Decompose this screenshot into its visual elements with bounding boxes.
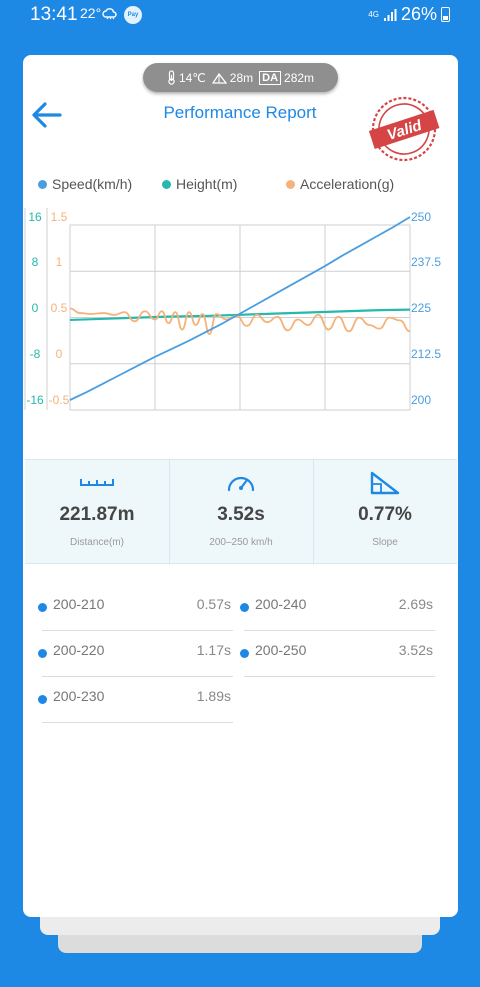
- split-dot: [38, 649, 47, 658]
- performance-chart: 16 8 0 -8 -16 1.5 1 0.5 0 -0.5 250 237.5 225 212.5 200: [24, 208, 441, 411]
- legend-acceleration-dot: [286, 179, 295, 189]
- legend-height[interactable]: Height(m): [162, 176, 237, 192]
- pay-app-icon: Pay: [124, 6, 142, 24]
- chart-legend: Speed(km/h) Height(m) Acceleration(g): [38, 176, 438, 196]
- height-tick-label: 8: [32, 255, 39, 269]
- accel-tick-label: 0.5: [51, 301, 68, 315]
- slope-icon: [370, 471, 400, 495]
- stat-slope: 0.77% Slope: [313, 460, 457, 565]
- weather-icon: [102, 8, 117, 20]
- legend-acceleration[interactable]: Acceleration(g): [286, 176, 394, 192]
- stat-distance: 221.87m Distance(m): [25, 460, 169, 565]
- network-type-icon: 4G: [368, 9, 379, 19]
- stat-time-label: 200–250 km/h: [209, 537, 273, 548]
- split-range: 200-210: [53, 596, 105, 612]
- legend-height-label: Height(m): [176, 176, 238, 192]
- stat-divider: [313, 460, 314, 565]
- valid-stamp: Valid: [368, 96, 440, 162]
- accel-tick-label: -0.5: [49, 393, 70, 407]
- stat-distance-label: Distance(m): [70, 537, 124, 548]
- stat-divider: [169, 460, 170, 565]
- speed-tick-label: 250: [411, 210, 431, 224]
- status-right: 4G 26%: [368, 4, 450, 25]
- speed-tick-label: 212.5: [411, 347, 441, 361]
- acceleration-series-line: [69, 307, 411, 336]
- accel-tick-label: 0: [56, 347, 63, 361]
- page-title: Performance Report: [163, 103, 317, 122]
- split-time: 1.17s: [196, 642, 231, 658]
- split-divider: [244, 676, 435, 677]
- split-divider: [42, 630, 233, 631]
- stats-panel: 221.87m Distance(m) 3.52s 200–250 km/h 0…: [25, 459, 457, 565]
- thermometer-icon: [168, 70, 175, 85]
- split-range: 200-230: [53, 688, 105, 704]
- legend-height-dot: [162, 179, 171, 189]
- signal-icon: [383, 8, 397, 21]
- height-tick-label: -16: [26, 393, 44, 407]
- stat-time-value: 3.52s: [217, 504, 265, 525]
- speed-series-line: [69, 216, 411, 401]
- split-range: 200-250: [255, 642, 307, 658]
- split-time: 2.69s: [398, 596, 433, 612]
- stat-slope-label: Slope: [372, 537, 398, 548]
- height-series-line: [69, 308, 411, 322]
- speedometer-icon: [227, 476, 255, 492]
- speed-tick-label: 225: [411, 301, 431, 315]
- temperature-value: 14℃: [178, 70, 206, 85]
- split-time: 0.57s: [196, 596, 231, 612]
- split-time: 1.89s: [196, 688, 231, 704]
- split-divider: [42, 722, 233, 723]
- split-dot: [240, 603, 249, 612]
- split-item: 200-210 0.57s: [38, 585, 233, 631]
- split-item: 200-240 2.69s: [240, 585, 435, 631]
- height-tick-label: 16: [28, 210, 42, 224]
- speed-tick-label: 200: [411, 393, 431, 407]
- accel-tick-label: 1.5: [51, 210, 68, 224]
- split-time: 3.52s: [398, 642, 433, 658]
- split-dot: [240, 649, 249, 658]
- ruler-icon: [80, 479, 114, 486]
- split-range: 200-220: [53, 642, 105, 658]
- elevation-readout: 28m: [211, 70, 254, 85]
- da-badge: DA: [259, 70, 282, 85]
- split-divider: [42, 676, 233, 677]
- status-time: 13:41: [30, 4, 78, 25]
- stat-slope-value: 0.77%: [358, 504, 412, 525]
- height-tick-label: 0: [32, 301, 39, 315]
- split-range: 200-240: [255, 596, 307, 612]
- split-dot: [38, 603, 47, 612]
- legend-speed-label: Speed(km/h): [52, 176, 133, 192]
- legend-speed[interactable]: Speed(km/h): [38, 176, 132, 192]
- stat-time: 3.52s 200–250 km/h: [169, 460, 313, 565]
- split-item: 200-220 1.17s: [38, 631, 233, 677]
- temperature-readout: 14℃: [167, 70, 206, 85]
- speed-tick-label: 237.5: [411, 255, 441, 269]
- split-dot: [38, 695, 47, 704]
- legend-acceleration-label: Acceleration(g): [300, 176, 395, 192]
- split-divider: [244, 630, 435, 631]
- back-arrow-icon[interactable]: [31, 100, 63, 130]
- battery-icon: [441, 7, 450, 22]
- mountain-icon: [211, 72, 227, 84]
- accel-tick-label: 1: [56, 255, 63, 269]
- split-item: 200-250 3.52s: [240, 631, 435, 677]
- speed-splits: 200-210 0.57s 200-240 2.69s 200-220 1.17…: [38, 585, 438, 745]
- split-item: 200-230 1.89s: [38, 677, 233, 723]
- elevation-value: 28m: [229, 70, 254, 85]
- status-bar: 13:41 22° Pay 4G 26%: [0, 0, 480, 30]
- battery-percent: 26%: [400, 4, 437, 24]
- legend-speed-dot: [38, 179, 47, 189]
- density-altitude-readout: DA 282m: [259, 70, 315, 85]
- stamp-text: Valid: [385, 117, 425, 144]
- density-altitude-value: 282m: [284, 70, 315, 85]
- height-tick-label: -8: [30, 347, 41, 361]
- status-weather-temp: 22°: [80, 5, 102, 21]
- conditions-pill: 14℃ 28m DA 282m: [143, 63, 338, 92]
- stat-distance-value: 221.87m: [59, 504, 135, 525]
